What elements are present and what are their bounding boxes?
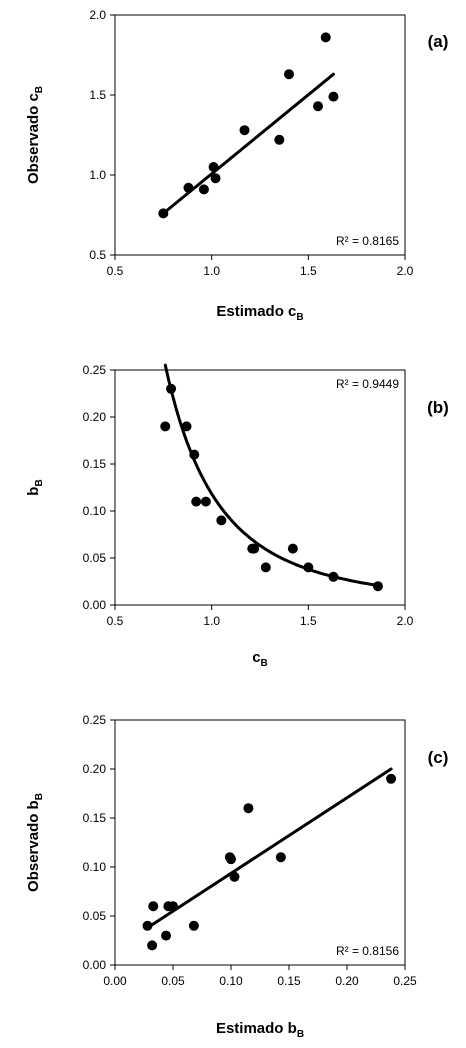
chart-a-data-point xyxy=(198,184,209,195)
chart-c-y-tick-label: 0.10 xyxy=(83,860,107,874)
chart-a-x-tick-label: 2.0 xyxy=(397,264,414,278)
chart-c-x-tick-label: 0.10 xyxy=(219,974,243,988)
chart-b-data-point xyxy=(260,562,271,573)
chart-c-y-axis-label: Observado bB xyxy=(25,793,45,892)
chart-a-panel-label: (a) xyxy=(428,32,449,51)
chart-a-y-axis-label-subscript: B xyxy=(34,86,45,93)
chart-c-x-tick-label: 0.00 xyxy=(103,974,127,988)
chart-c-trendline xyxy=(146,767,393,930)
chart-a-plot-area xyxy=(114,14,406,256)
chart-a-x-tick-label: 1.5 xyxy=(300,264,317,278)
chart-b-data-point xyxy=(181,421,192,432)
chart-b-r2-label: R² = 0.9449 xyxy=(336,377,399,391)
chart-b-data-point xyxy=(191,496,202,507)
chart-a-x-axis-label-subscript: B xyxy=(296,312,303,323)
chart-a-y-axis-label: Observado cB xyxy=(25,86,45,184)
chart-b-y-axis-label: bB xyxy=(25,479,45,495)
chart-c-data-point xyxy=(161,930,172,941)
chart-a-x-tick-label: 0.5 xyxy=(107,264,124,278)
chart-b-y-tick-label: 0.15 xyxy=(83,457,107,471)
chart-c-data-point xyxy=(243,803,254,814)
chart-c-x-tick-label: 0.15 xyxy=(277,974,301,988)
chart-b-data-point xyxy=(166,383,177,394)
chart-b-x-tick-label: 1.5 xyxy=(300,614,317,628)
chart-c-data-point xyxy=(148,901,159,912)
chart-c-panel-label: (c) xyxy=(428,748,449,767)
chart-a-y-axis-label-main: Observado c xyxy=(25,93,42,184)
chart-c-r2-label: R² = 0.8156 xyxy=(336,944,399,958)
chart-c: 0.00 0.05 0.10 0.15 0.20 0.25 0.00 0.05 0.10 0.15… xyxy=(25,713,448,1040)
chart-c-x-axis-label: Estimado bB xyxy=(216,1020,304,1040)
chart-b-y-tick-label: 0.25 xyxy=(83,363,107,377)
chart-c-x-axis-label-subscript: B xyxy=(297,1029,304,1040)
chart-c-data-point xyxy=(188,920,199,931)
chart-b-data-point xyxy=(249,543,260,554)
chart-c-x-tick-label: 0.05 xyxy=(161,974,185,988)
chart-c-y-tick-label: 0.00 xyxy=(83,958,107,972)
chart-b-data-point xyxy=(287,543,298,554)
chart-c-data-point xyxy=(386,773,397,784)
chart-a-data-point xyxy=(328,91,339,102)
chart-c-x-tick-label: 0.20 xyxy=(335,974,359,988)
chart-b-data-point xyxy=(200,496,211,507)
chart-c-data-point xyxy=(226,854,236,865)
chart-a-data-point xyxy=(208,162,219,172)
chart-a: 0.5 1.0 1.5 2.0 0.5 1.0 1.5 2.0 R² = 0.8165 (a) Es… xyxy=(25,8,448,323)
chart-b-y-tick-label: 0.20 xyxy=(83,410,107,424)
chart-b-trendline xyxy=(163,363,380,587)
chart-a-data-point xyxy=(284,69,294,80)
chart-c-y-axis-label-main: Observado b xyxy=(25,800,42,892)
chart-a-data-point xyxy=(183,182,194,193)
chart-c-data-point xyxy=(229,871,240,882)
chart-a-data-point xyxy=(313,101,323,112)
chart-a-x-axis-label-main: Estimado c xyxy=(216,303,296,320)
chart-c-x-axis-label-main: Estimado b xyxy=(216,1020,297,1037)
chart-a-y-tick-label: 1.5 xyxy=(89,88,106,102)
chart-a-y-tick-label: 1.0 xyxy=(89,168,106,182)
chart-b-data-point xyxy=(372,581,383,592)
chart-c-data-point xyxy=(275,852,286,863)
chart-a-y-tick-label: 2.0 xyxy=(89,8,106,22)
chart-b-data-point xyxy=(328,571,339,582)
chart-b-plot-area xyxy=(114,369,406,606)
chart-a-data-point xyxy=(158,208,169,219)
chart-c-y-tick-label: 0.15 xyxy=(83,811,107,825)
chart-b-y-axis-label-main: b xyxy=(25,487,42,496)
chart-c-y-tick-label: 0.05 xyxy=(83,909,107,923)
chart-b-x-axis-label-subscript: B xyxy=(261,658,268,669)
chart-c-plot-area xyxy=(114,719,406,966)
chart-a-x-axis-label: Estimado cB xyxy=(216,303,303,323)
chart-a-data-point xyxy=(210,173,221,184)
chart-a-data-point xyxy=(320,32,331,43)
chart-b-data-point xyxy=(160,421,171,432)
chart-b-x-axis-label: cB xyxy=(252,649,268,669)
chart-a-y-tick-label: 0.5 xyxy=(89,248,106,262)
chart-b-data-point xyxy=(189,449,200,460)
chart-b-data-point xyxy=(303,562,314,573)
chart-a-data-point xyxy=(274,134,285,145)
chart-c-data-point xyxy=(147,940,158,951)
chart-b-y-axis-label-subscript: B xyxy=(34,479,45,486)
chart-b-panel-label: (b) xyxy=(427,398,449,417)
chart-c-y-tick-label: 0.20 xyxy=(83,762,107,776)
chart-b-x-tick-label: 0.5 xyxy=(107,614,124,628)
chart-a-r2-label: R² = 0.8165 xyxy=(336,234,399,248)
chart-c-y-axis-label-subscript: B xyxy=(34,793,45,800)
chart-c-data-point xyxy=(142,920,153,931)
chart-a-data-point xyxy=(239,125,250,136)
chart-b-x-tick-label: 1.0 xyxy=(203,614,220,628)
chart-b-x-tick-label: 2.0 xyxy=(397,614,414,628)
chart-c-y-tick-label: 0.25 xyxy=(83,713,107,727)
chart-b-y-tick-label: 0.10 xyxy=(83,504,107,518)
chart-a-x-tick-label: 1.0 xyxy=(203,264,220,278)
chart-c-data-point xyxy=(168,901,178,912)
chart-c-x-tick-label: 0.25 xyxy=(393,974,417,988)
chart-b-y-tick-label: 0.05 xyxy=(83,551,107,565)
chart-b-data-point xyxy=(216,515,227,526)
chart-b-x-axis-label-main: c xyxy=(252,649,260,666)
chart-b: 0.5 1.0 1.5 2.0 0.00 0.05 0.10 0.15 0.20 0.25 R² =… xyxy=(25,363,449,669)
chart-b-y-tick-label: 0.00 xyxy=(83,598,107,612)
